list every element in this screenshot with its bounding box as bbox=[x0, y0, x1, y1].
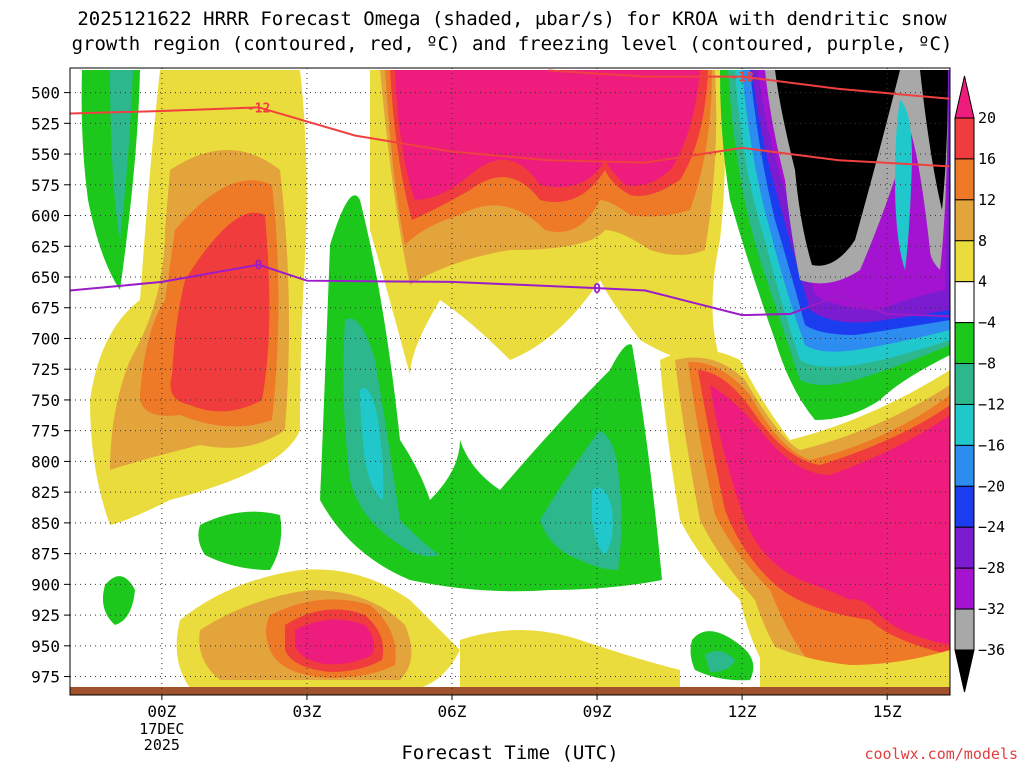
y-tick-label: 850 bbox=[31, 514, 60, 533]
contour-label: 0 bbox=[593, 282, 601, 297]
x-tick-label: 06Z bbox=[438, 702, 467, 721]
y-tick-label: 675 bbox=[31, 299, 60, 318]
colorbar-swatch bbox=[954, 240, 975, 283]
colorbar-label: 20 bbox=[978, 109, 996, 127]
plot-frame bbox=[69, 67, 951, 696]
y-tick-label: 750 bbox=[31, 391, 60, 410]
colorbar-swatch bbox=[954, 567, 975, 610]
y-tick-label: 825 bbox=[31, 483, 60, 502]
y-tick-label: 775 bbox=[31, 422, 60, 441]
y-tick-label: 875 bbox=[31, 545, 60, 564]
colorbar-label: −16 bbox=[978, 436, 1005, 454]
colorbar-label: −32 bbox=[978, 600, 1005, 618]
x-axis-label: Forecast Time (UTC) bbox=[401, 742, 619, 764]
contour-line bbox=[70, 263, 950, 318]
y-tick-label: 575 bbox=[31, 176, 60, 195]
y-tick-label: 950 bbox=[31, 637, 60, 656]
colorbar-label: 8 bbox=[978, 232, 987, 250]
colorbar-swatch bbox=[954, 281, 975, 324]
contour-label: -18 bbox=[730, 71, 754, 86]
y-tick-label: 700 bbox=[31, 329, 60, 348]
y-tick-label: 550 bbox=[31, 145, 60, 164]
date-label: 17DEC bbox=[139, 720, 184, 738]
contour-label: -12 bbox=[247, 101, 270, 116]
colorbar-label: −12 bbox=[978, 395, 1005, 413]
y-tick-label: 925 bbox=[31, 606, 60, 625]
y-tick-label: 500 bbox=[31, 84, 60, 103]
y-tick-label: 525 bbox=[31, 114, 60, 133]
colorbar-label: 12 bbox=[978, 191, 996, 209]
y-tick-label: 725 bbox=[31, 360, 60, 379]
x-tick-label: 03Z bbox=[292, 702, 321, 721]
colorbar-label: −28 bbox=[978, 559, 1005, 577]
colorbar-label: −4 bbox=[978, 314, 996, 332]
colorbar-swatch bbox=[954, 75, 975, 119]
x-tick-label: 15Z bbox=[873, 702, 902, 721]
y-tick-label: 900 bbox=[31, 575, 60, 594]
colorbar-swatch bbox=[954, 117, 975, 160]
colorbar-swatch bbox=[954, 649, 975, 693]
x-tick-label: 00Z bbox=[147, 702, 176, 721]
colorbar-swatch bbox=[954, 608, 975, 651]
y-tick-label: 650 bbox=[31, 268, 60, 287]
colorbar-swatch bbox=[954, 403, 975, 446]
contour-line bbox=[548, 69, 950, 100]
y-tick-label: 800 bbox=[31, 452, 60, 471]
colorbar-swatch bbox=[954, 363, 975, 405]
colorbar-swatch bbox=[954, 199, 975, 242]
colorbar-label: −8 bbox=[978, 355, 996, 373]
omega-shaded-field bbox=[70, 68, 950, 695]
colorbar-swatch bbox=[954, 485, 975, 528]
grid-lines bbox=[70, 68, 950, 695]
y-axis: 500 525 550 575 600 625 650 675 700 725 750 775 800 8… bbox=[31, 84, 70, 687]
y-tick-label: 625 bbox=[31, 237, 60, 256]
colorbar-swatch bbox=[954, 444, 975, 487]
colorbar-label: −24 bbox=[978, 518, 1005, 536]
date-label: 2025 bbox=[144, 736, 180, 754]
contour-label: 0 bbox=[255, 259, 263, 274]
colorbar-label: −36 bbox=[978, 641, 1005, 659]
colorbar-swatch bbox=[954, 526, 975, 569]
colorbar-label: 16 bbox=[978, 150, 996, 168]
chart-title-line2: growth region (contoured, red, ºC) and f… bbox=[71, 33, 953, 55]
colorbar-label: −20 bbox=[978, 477, 1005, 495]
y-tick-label: 975 bbox=[31, 668, 60, 687]
x-tick-label: 12Z bbox=[728, 702, 757, 721]
credit-link[interactable]: coolwx.com/models bbox=[864, 745, 1018, 763]
y-tick-label: 600 bbox=[31, 207, 60, 226]
colorbar-label: 4 bbox=[978, 273, 987, 291]
contours: -12 -18 0 0 bbox=[70, 69, 950, 318]
contour-line bbox=[70, 106, 950, 168]
colorbar-swatch bbox=[954, 322, 975, 365]
colorbar-swatch bbox=[954, 158, 975, 201]
x-tick-label: 09Z bbox=[583, 702, 612, 721]
colorbar: 20 16 12 8 4 −4 −8 −12 −16 −20 −24 −28 −32 −36 bbox=[954, 75, 1005, 693]
chart-title-line1: 2025121622 HRRR Forecast Omega (shaded, … bbox=[77, 8, 947, 30]
